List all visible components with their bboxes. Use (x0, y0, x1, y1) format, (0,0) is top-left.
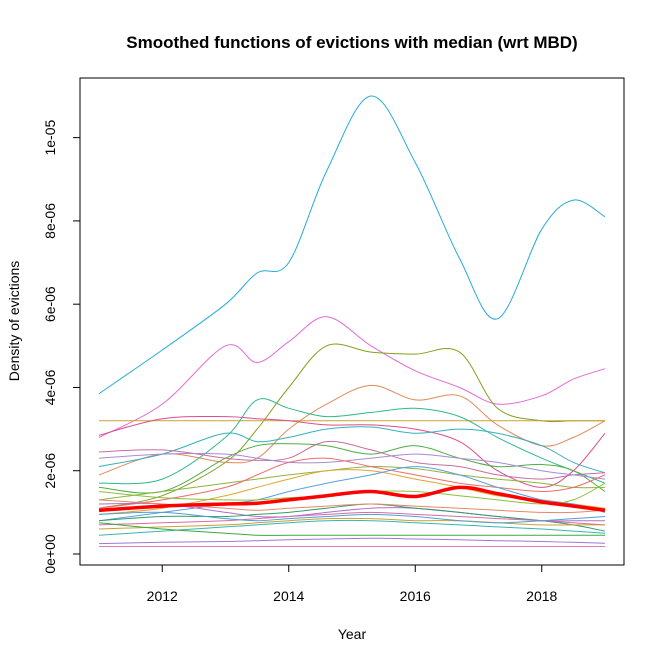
x-tick-label: 2018 (526, 588, 557, 604)
series-line-21 (98, 522, 605, 536)
x-tick-label: 2012 (147, 588, 178, 604)
series-line-24 (98, 511, 606, 524)
series-line-10 (98, 440, 606, 480)
series-line-1 (98, 95, 606, 395)
series-line-6 (98, 398, 606, 485)
y-tick-label: 0e+00 (42, 534, 58, 574)
series-line-9 (98, 443, 606, 494)
y-tick-label: 6e-06 (42, 286, 58, 322)
series-line-22 (98, 537, 606, 545)
series-line-7 (98, 415, 606, 488)
series-line-20 (98, 519, 606, 536)
series-line-17 (98, 503, 606, 532)
series-line-median (98, 485, 606, 513)
series-line-13 (98, 457, 606, 509)
series-line-8 (98, 426, 606, 474)
y-axis-label: Density of evictions (6, 261, 22, 382)
series-line-19 (98, 517, 605, 530)
chart-title: Smoothed functions of evictions with med… (126, 33, 577, 52)
y-tick-label: 4e-06 (42, 369, 58, 405)
series-line-4 (98, 384, 606, 476)
series-line-26 (98, 499, 606, 514)
x-axis-label: Year (338, 626, 367, 642)
series-line-11 (98, 453, 606, 480)
series-line-2 (98, 316, 606, 438)
x-axis: 2012 2014 2016 2018 (147, 564, 558, 604)
y-tick-label: 8e-06 (42, 203, 58, 239)
y-axis: 0e+00 2e-06 4e-06 6e-06 8e-06 1e-05 (42, 120, 81, 574)
y-tick-label: 1e-05 (42, 120, 58, 156)
y-tick-label: 2e-06 (42, 453, 58, 489)
series-line-3 (98, 343, 605, 509)
x-tick-label: 2016 (400, 588, 431, 604)
series-line-12 (98, 466, 606, 501)
series-layer (98, 95, 606, 547)
x-tick-label: 2014 (273, 588, 304, 604)
